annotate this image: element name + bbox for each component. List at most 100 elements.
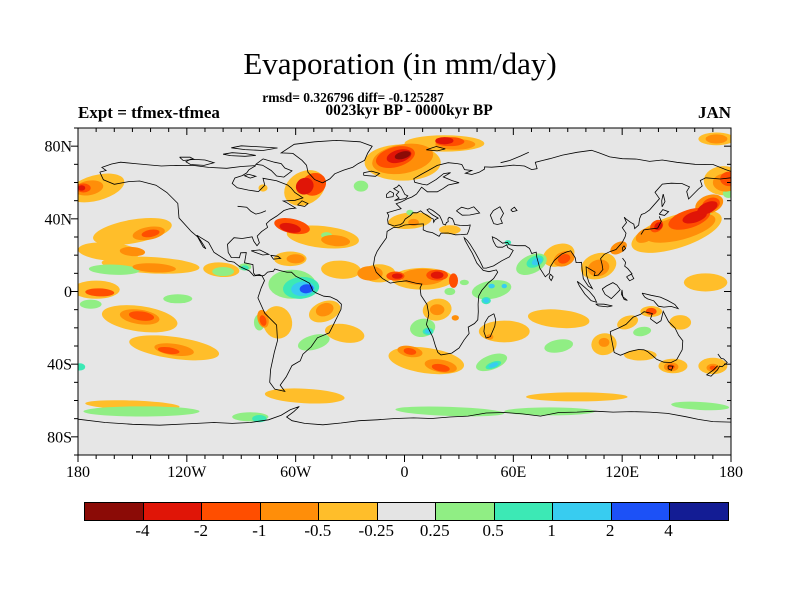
anomaly-region <box>299 284 314 294</box>
colorbar <box>84 502 729 521</box>
anomaly-region <box>531 257 543 266</box>
coastline <box>717 353 728 368</box>
colorbar-cell <box>610 503 670 520</box>
anomaly-region <box>83 406 200 417</box>
colorbar-tick-label: -1 <box>252 521 267 540</box>
coastline <box>622 245 627 253</box>
anomaly-region <box>504 407 595 416</box>
y-axis-label: 80S <box>47 429 72 446</box>
anomaly-region <box>430 271 444 279</box>
anomaly-region <box>212 266 234 277</box>
anomaly-region <box>488 362 499 368</box>
anomaly-region <box>667 364 675 370</box>
anomaly-region <box>286 254 305 264</box>
coastline <box>279 139 373 184</box>
x-axis-label: 120W <box>167 464 207 481</box>
colorbar-tick-label: -0.25 <box>358 521 394 540</box>
x-axis-label: 0 <box>401 464 409 481</box>
coastline <box>373 177 731 356</box>
anomaly-region <box>157 346 180 355</box>
colorbar-cell <box>318 503 377 520</box>
colorbar-tick-label: -4 <box>135 521 150 540</box>
coastline <box>548 273 554 282</box>
anomaly-region <box>527 309 590 329</box>
anomaly-region <box>435 137 454 145</box>
anomaly-region <box>478 320 530 343</box>
colorbar-tick-label: 0.25 <box>419 521 450 540</box>
coastline <box>483 313 497 339</box>
anomaly-region <box>645 307 657 316</box>
colorbar-cell <box>552 503 611 520</box>
x-axis-label: 180 <box>719 464 743 481</box>
coastline <box>363 170 381 177</box>
anomaly-region <box>488 283 495 289</box>
anomaly-region <box>633 326 652 337</box>
colorbar-tick-label: -0.5 <box>304 521 332 540</box>
coastline <box>620 289 628 301</box>
x-axis-label: 180 <box>66 464 90 481</box>
coastline <box>705 365 721 377</box>
coastline <box>601 282 621 300</box>
colorbar-cell <box>142 503 202 520</box>
coastline <box>243 173 258 179</box>
colorbar-tick-label: 0.5 <box>482 521 504 540</box>
anomaly-region <box>705 134 728 144</box>
y-axis-label: 0 <box>64 284 72 301</box>
anomaly-region <box>321 235 351 247</box>
anomaly-region <box>429 304 445 316</box>
colorbar-tick-label: 1 <box>547 521 556 540</box>
coastline <box>456 206 481 216</box>
coastline <box>576 280 598 303</box>
anomaly-region <box>557 254 571 264</box>
x-axis-labels: 180 120W 60W 0 60E 120E 180 <box>66 464 743 481</box>
anomaly-region <box>438 225 461 235</box>
colorbar-tick-label: 4 <box>664 521 673 540</box>
coastline <box>667 365 674 371</box>
stats-line: rmsd= 0.326796 diff= -0.125287 <box>262 90 444 105</box>
x-axis-label: 60W <box>280 464 312 481</box>
anomaly-region <box>78 363 86 371</box>
anomaly-region <box>459 279 469 286</box>
anomaly-region <box>598 337 610 347</box>
anomaly-region <box>119 246 146 257</box>
coastline <box>251 249 271 256</box>
y-axis-label: 40N <box>44 211 72 228</box>
colorbar-cell <box>259 503 319 520</box>
coastline <box>640 216 662 235</box>
anomaly-region <box>448 273 459 288</box>
anomaly-region <box>635 227 656 243</box>
anomaly-region <box>321 260 361 279</box>
anomaly-region <box>683 273 728 292</box>
coastline <box>641 292 680 310</box>
coastline <box>179 156 196 161</box>
axis-ticks <box>71 127 732 462</box>
coastline <box>392 184 409 201</box>
anomaly-region <box>85 288 115 297</box>
anomaly-region <box>259 315 267 326</box>
anomaly-region <box>315 302 334 317</box>
colorbar-cell <box>435 503 494 520</box>
month-label: JAN <box>697 103 731 122</box>
anomaly-region <box>391 273 403 279</box>
anomaly-region <box>353 180 369 192</box>
anomaly-region <box>483 298 490 303</box>
coastline <box>270 254 282 260</box>
colorbar-cell <box>669 503 729 520</box>
anomaly-region <box>78 185 86 191</box>
anomaly-region <box>444 287 456 296</box>
y-axis-label: 40S <box>47 357 72 374</box>
map-content <box>78 132 731 426</box>
coastline <box>626 273 635 282</box>
anomaly-region <box>451 315 459 321</box>
colorbar-cell <box>85 503 143 520</box>
coastline <box>426 146 446 152</box>
plot-title: Evaporation (in mm/day) <box>243 46 557 81</box>
anomaly-region <box>671 401 730 411</box>
y-axis-labels: 80N 40N 0 40S 80S <box>44 139 72 447</box>
anomaly-region <box>501 283 507 289</box>
coastline <box>237 205 267 215</box>
anomaly-region <box>262 306 293 339</box>
period-line: 0023kyr BP - 0000kyr BP <box>325 102 493 119</box>
anomaly-region <box>88 264 140 275</box>
